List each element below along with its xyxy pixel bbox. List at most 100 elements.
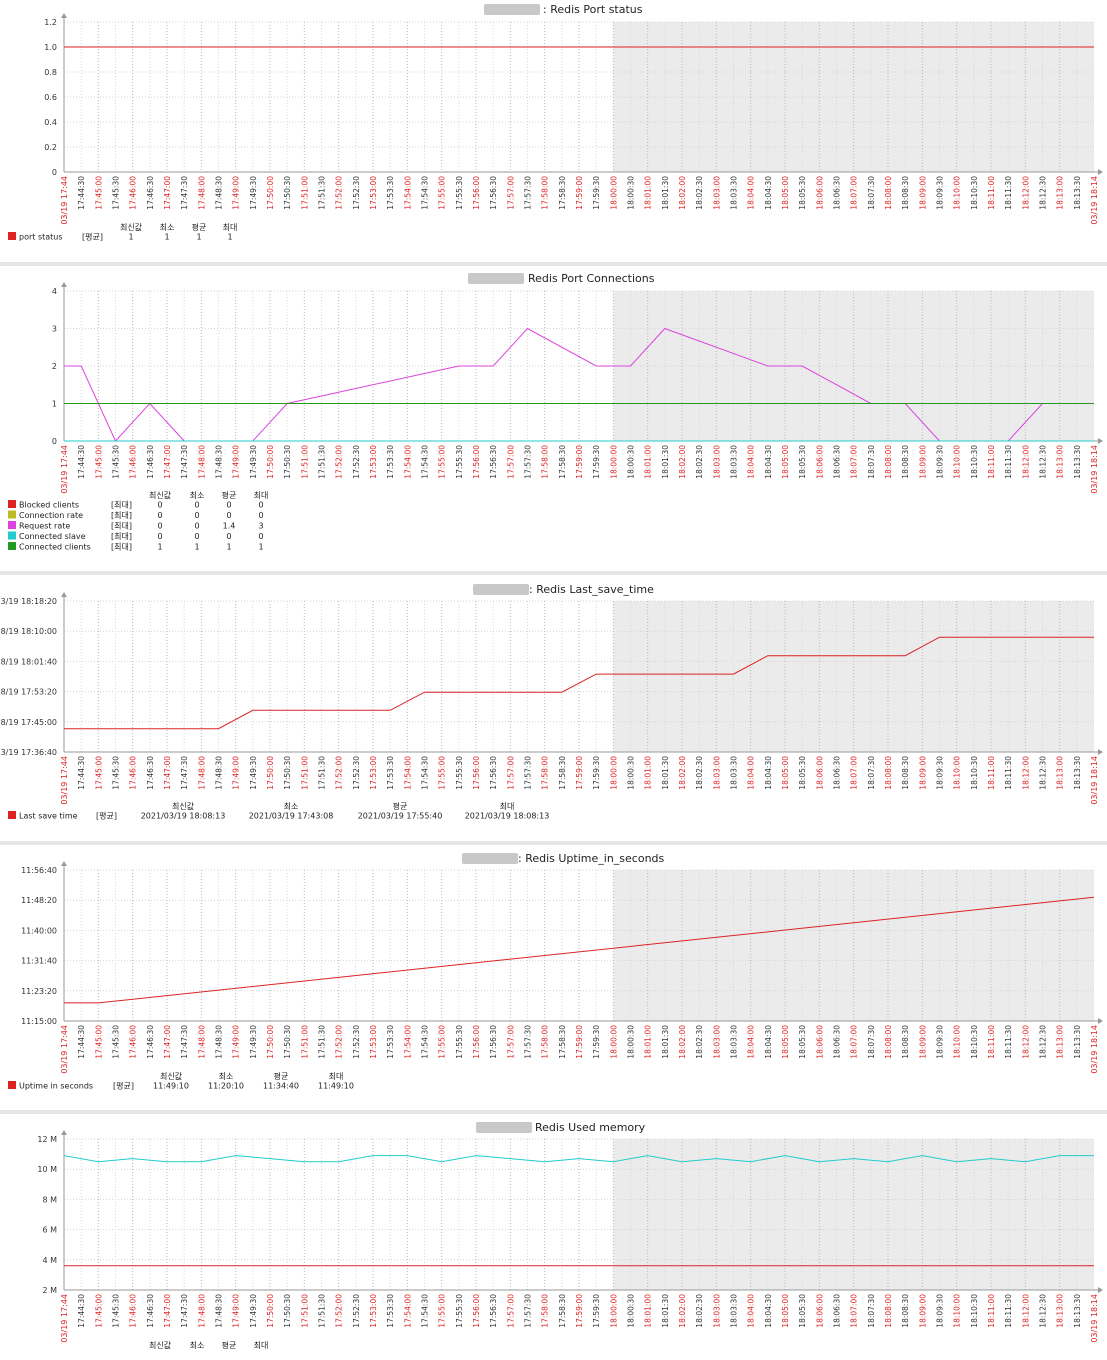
y-tick-label: 0 bbox=[52, 168, 57, 177]
x-tick-label: 18:07:00 bbox=[850, 756, 859, 790]
x-tick-label: 18:01:00 bbox=[644, 445, 653, 479]
legend-header: 최대 bbox=[254, 1340, 269, 1350]
legend-header: 평균 bbox=[192, 222, 207, 232]
x-tick-label: 17:46:30 bbox=[146, 445, 155, 479]
x-tick-label: 17:55:30 bbox=[455, 1294, 464, 1328]
x-tick-label: 17:59:00 bbox=[575, 756, 584, 790]
x-tick-label: 18:01:30 bbox=[661, 445, 670, 479]
x-tick-label: 18:01:30 bbox=[661, 756, 670, 790]
y-tick-label: 8/19 17:53:20 bbox=[1, 688, 57, 697]
legend-function: [최대] bbox=[111, 500, 132, 510]
x-tick-label: 18:00:30 bbox=[627, 1025, 636, 1059]
x-tick-label: 17:45:30 bbox=[112, 445, 121, 479]
x-tick-label: 18:10:30 bbox=[970, 176, 979, 210]
x-tick-label: 18:06:30 bbox=[833, 176, 842, 210]
y-tick-label: 2 M bbox=[42, 1286, 57, 1295]
y-tick-label: 11:56:40 bbox=[21, 866, 57, 875]
x-tick-label: 17:49:30 bbox=[249, 1294, 258, 1328]
x-tick-label: 18:10:00 bbox=[953, 176, 962, 210]
x-tick-label: 17:47:30 bbox=[180, 1025, 189, 1059]
x-start-label: 03/19 17:44 bbox=[60, 756, 69, 805]
x-tick-label: 17:48:30 bbox=[215, 176, 224, 210]
x-start-label: 03/19 17:44 bbox=[60, 1294, 69, 1343]
x-tick-label: 17:48:00 bbox=[197, 176, 206, 210]
x-tick-label: 18:01:30 bbox=[661, 1025, 670, 1059]
x-tick-label: 17:48:00 bbox=[197, 445, 206, 479]
x-tick-label: 18:04:00 bbox=[747, 756, 756, 790]
x-tick-label: 18:10:30 bbox=[970, 1294, 979, 1328]
x-tick-label: 18:01:00 bbox=[644, 1025, 653, 1059]
x-tick-label: 17:58:00 bbox=[541, 176, 550, 210]
x-tick-label: 18:04:30 bbox=[764, 1025, 773, 1059]
y-tick-label: 3/19 17:36:40 bbox=[1, 748, 57, 757]
legend-stat-value: 1 bbox=[226, 543, 231, 552]
chart-title: : Redis Port status bbox=[543, 3, 643, 16]
legend-stat-value: 1 bbox=[194, 543, 199, 552]
x-tick-label: 18:12:30 bbox=[1039, 756, 1048, 790]
legend-swatch bbox=[8, 232, 16, 240]
x-tick-label: 18:06:30 bbox=[833, 1294, 842, 1328]
x-tick-label: 18:06:00 bbox=[815, 1294, 824, 1328]
x-tick-label: 18:03:30 bbox=[730, 1025, 739, 1059]
legend-stat-value: 0 bbox=[194, 522, 199, 531]
x-tick-label: 18:10:00 bbox=[953, 1294, 962, 1328]
x-tick-label: 18:12:30 bbox=[1039, 176, 1048, 210]
x-tick-label: 17:53:00 bbox=[369, 756, 378, 790]
x-tick-label: 18:11:30 bbox=[1004, 1025, 1013, 1059]
x-tick-label: 17:46:00 bbox=[129, 176, 138, 210]
x-tick-label: 17:55:00 bbox=[438, 176, 447, 210]
x-tick-label: 18:09:00 bbox=[918, 1025, 927, 1059]
y-tick-label: 1.0 bbox=[44, 43, 57, 52]
legend-header: 최소 bbox=[219, 1071, 234, 1081]
x-tick-label: 18:11:30 bbox=[1004, 756, 1013, 790]
x-tick-label: 18:07:30 bbox=[867, 1294, 876, 1328]
legend-stat-value: 2021/03/19 17:55:40 bbox=[358, 812, 443, 821]
x-tick-label: 17:57:00 bbox=[506, 176, 515, 210]
legend-stat-value: 1 bbox=[128, 233, 133, 242]
x-tick-label: 18:05:00 bbox=[781, 1025, 790, 1059]
x-tick-label: 18:12:00 bbox=[1021, 756, 1030, 790]
legend-stat-value: 1 bbox=[157, 543, 162, 552]
blurred-host-name bbox=[473, 584, 529, 595]
x-tick-label: 18:12:00 bbox=[1021, 176, 1030, 210]
x-tick-label: 17:56:30 bbox=[489, 1294, 498, 1328]
x-tick-label: 18:06:30 bbox=[833, 1025, 842, 1059]
x-tick-label: 18:05:30 bbox=[798, 176, 807, 210]
x-tick-label: 17:45:30 bbox=[112, 1294, 121, 1328]
x-tick-label: 18:13:30 bbox=[1073, 1025, 1082, 1059]
legend-function: [평균] bbox=[96, 811, 117, 821]
x-tick-label: 17:57:00 bbox=[506, 1025, 515, 1059]
x-tick-label: 18:08:00 bbox=[884, 176, 893, 210]
x-tick-label: 18:03:30 bbox=[730, 445, 739, 479]
y-tick-label: 4 bbox=[52, 287, 57, 296]
y-axis-arrow bbox=[61, 282, 67, 287]
x-tick-label: 17:58:30 bbox=[558, 1294, 567, 1328]
legend-stat-value: 0 bbox=[157, 522, 162, 531]
x-tick-label: 18:09:30 bbox=[936, 1025, 945, 1059]
x-tick-label: 18:08:30 bbox=[901, 445, 910, 479]
x-tick-label: 17:50:30 bbox=[283, 445, 292, 479]
x-tick-label: 17:58:00 bbox=[541, 1025, 550, 1059]
x-tick-label: 18:10:30 bbox=[970, 445, 979, 479]
y-tick-label: 3 bbox=[52, 325, 57, 334]
x-tick-label: 18:13:00 bbox=[1056, 176, 1065, 210]
x-tick-label: 17:55:30 bbox=[455, 1025, 464, 1059]
x-tick-label: 17:47:00 bbox=[163, 756, 172, 790]
x-tick-label: 17:58:00 bbox=[541, 445, 550, 479]
x-tick-label: 17:59:00 bbox=[575, 1025, 584, 1059]
series-line bbox=[64, 636, 1094, 730]
legend-stat-value: 1.4 bbox=[223, 522, 236, 531]
x-tick-label: 17:52:30 bbox=[352, 1294, 361, 1328]
port-connections-chart: Redis Port Connections 0 1 2 3 4 17:44:30 17:45… bbox=[8, 272, 1103, 552]
x-tick-label: 17:44:30 bbox=[77, 176, 86, 210]
legend-swatch bbox=[8, 500, 16, 508]
legend-stat-value: 1 bbox=[227, 233, 232, 242]
x-tick-label: 17:56:00 bbox=[472, 1294, 481, 1328]
x-tick-label: 17:44:30 bbox=[77, 1025, 86, 1059]
legend-header: 최소 bbox=[160, 222, 175, 232]
x-tick-label: 17:53:00 bbox=[369, 445, 378, 479]
x-tick-label: 17:44:30 bbox=[77, 445, 86, 479]
legend-stat-value: 0 bbox=[226, 501, 231, 510]
x-start-label: 03/19 17:44 bbox=[60, 176, 69, 225]
x-tick-label: 18:03:30 bbox=[730, 176, 739, 210]
